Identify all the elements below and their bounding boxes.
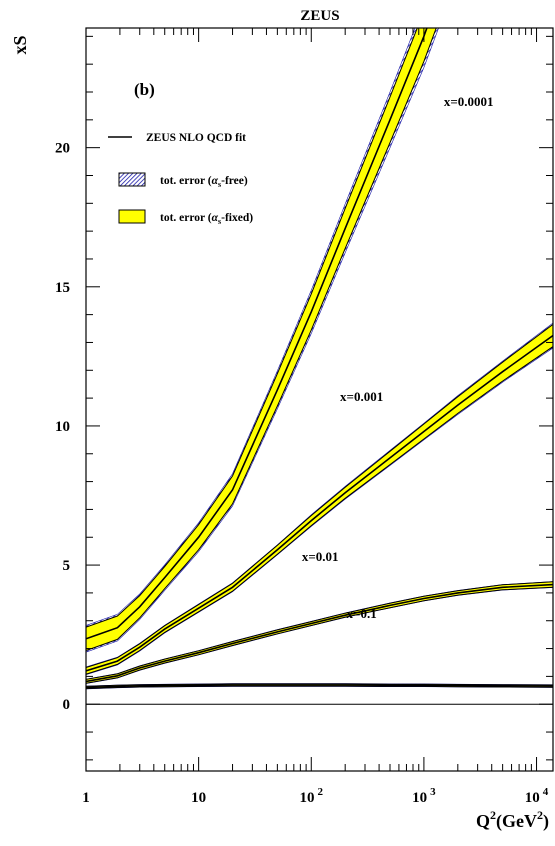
central-fit-line bbox=[86, 334, 553, 672]
band-lower-edge bbox=[86, 28, 437, 651]
x-tick-label: 10 2 bbox=[300, 786, 324, 806]
y-tick-label: 15 bbox=[55, 280, 70, 296]
band-upper-edge bbox=[86, 28, 418, 628]
series-label: x=0.1 bbox=[347, 606, 377, 621]
central-fit-line bbox=[86, 28, 428, 640]
legend: ZEUS NLO QCD fit tot. error (αs-free) to… bbox=[108, 132, 253, 226]
legend-fixed-label: tot. error (αs-fixed) bbox=[160, 212, 253, 226]
series-labels: x=0.0001 x=0.001 x=0.01 x=0.1 bbox=[302, 94, 494, 621]
y-tick-label: 0 bbox=[63, 697, 71, 713]
band-lower-edge bbox=[86, 586, 553, 684]
series-3 bbox=[86, 683, 553, 690]
legend-free-label: tot. error (αs-free) bbox=[160, 175, 248, 189]
central-fit-line bbox=[86, 583, 553, 683]
band-lower-edge bbox=[86, 346, 553, 675]
panel-label: (b) bbox=[134, 80, 155, 99]
legend-free-swatch bbox=[118, 172, 146, 187]
plot-frame bbox=[85, 27, 554, 772]
band-lower-edge bbox=[86, 685, 553, 690]
series-1 bbox=[86, 322, 553, 676]
error-bands bbox=[86, 28, 553, 690]
band-upper-edge bbox=[86, 324, 553, 668]
series-0 bbox=[86, 28, 439, 653]
central-fit-line bbox=[86, 684, 553, 689]
series-label: x=0.001 bbox=[340, 389, 383, 404]
band-upper-edge bbox=[86, 581, 553, 680]
x-tick-label: 10 3 bbox=[412, 786, 436, 806]
series-label: x=0.01 bbox=[302, 549, 339, 564]
x-tick-label: 1 bbox=[82, 790, 90, 806]
y-tick-label: 20 bbox=[55, 141, 70, 157]
x-axis-label: Q2(GeV2) bbox=[476, 808, 549, 832]
x-tick-label: 10 4 bbox=[525, 786, 549, 806]
chart-title: ZEUS bbox=[300, 8, 339, 24]
band-upper-edge bbox=[86, 683, 553, 687]
series-2 bbox=[86, 581, 553, 684]
y-tick-label: 10 bbox=[55, 419, 70, 435]
x-axis-ticks: 1 10 10 2 10 3 10 4 bbox=[82, 28, 549, 806]
x-tick-label: 10 bbox=[191, 790, 206, 806]
legend-fit-label: ZEUS NLO QCD fit bbox=[146, 132, 246, 144]
y-tick-label: 5 bbox=[63, 558, 71, 574]
y-axis-label: xS bbox=[10, 35, 30, 54]
y-axis-ticks: 0 5 10 15 20 bbox=[55, 35, 553, 761]
series-label: x=0.0001 bbox=[444, 94, 494, 109]
legend-fixed-swatch bbox=[118, 209, 146, 224]
